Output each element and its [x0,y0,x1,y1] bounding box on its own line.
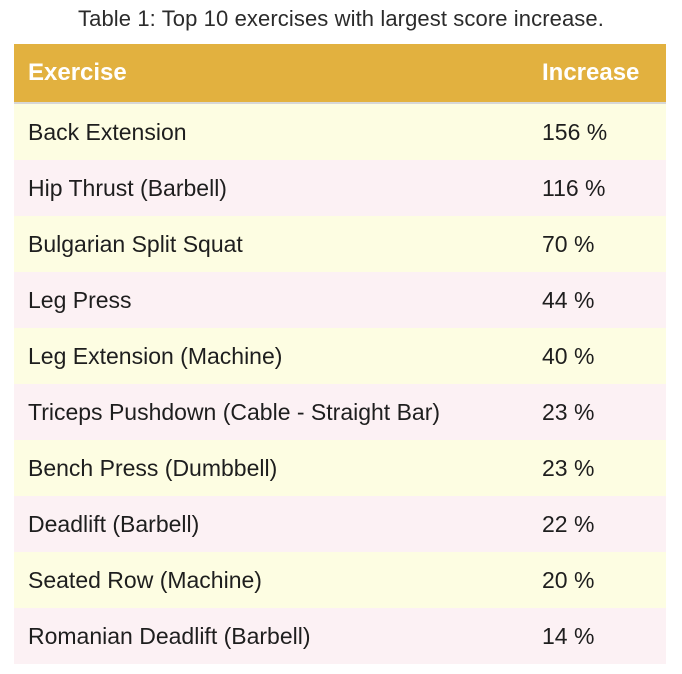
exercise-table: Exercise Increase Back Extension 156 % H… [14,44,666,664]
header-increase: Increase [542,59,640,86]
exercise-cell: Leg Press [28,286,132,313]
table-row: Deadlift (Barbell) 22 % [14,496,666,552]
increase-cell: 20 % [542,566,595,593]
header-exercise: Exercise [28,59,127,86]
table-row: Bulgarian Split Squat 70 % [14,216,666,272]
table-row: Romanian Deadlift (Barbell) 14 % [14,608,666,664]
exercise-cell: Back Extension [28,118,187,145]
exercise-cell: Seated Row (Machine) [28,566,262,593]
exercise-cell: Bulgarian Split Squat [28,230,243,257]
exercise-cell: Hip Thrust (Barbell) [28,174,227,201]
increase-cell: 23 % [542,398,595,425]
table-row: Triceps Pushdown (Cable - Straight Bar) … [14,384,666,440]
table-row: Back Extension 156 % [14,104,666,160]
exercise-cell: Deadlift (Barbell) [28,510,200,537]
table-row: Bench Press (Dumbbell) 23 % [14,440,666,496]
exercise-cell: Bench Press (Dumbbell) [28,454,278,481]
table-row: Leg Extension (Machine) 40 % [14,328,666,384]
increase-cell: 70 % [542,230,595,257]
exercise-cell: Triceps Pushdown (Cable - Straight Bar) [28,398,441,425]
table-caption: Table 1: Top 10 exercises with largest s… [78,6,604,31]
table-header-row: Exercise Increase [14,44,666,104]
increase-cell: 40 % [542,342,595,369]
increase-cell: 22 % [542,510,595,537]
increase-cell: 116 % [542,174,606,201]
table-row: Leg Press 44 % [14,272,666,328]
increase-cell: 156 % [542,118,608,145]
exercise-cell: Romanian Deadlift (Barbell) [28,622,311,649]
table-row: Hip Thrust (Barbell) 116 % [14,160,666,216]
increase-cell: 23 % [542,454,595,481]
table-row: Seated Row (Machine) 20 % [14,552,666,608]
increase-cell: 44 % [542,286,595,313]
exercise-cell: Leg Extension (Machine) [28,342,283,369]
increase-cell: 14 % [542,622,595,649]
